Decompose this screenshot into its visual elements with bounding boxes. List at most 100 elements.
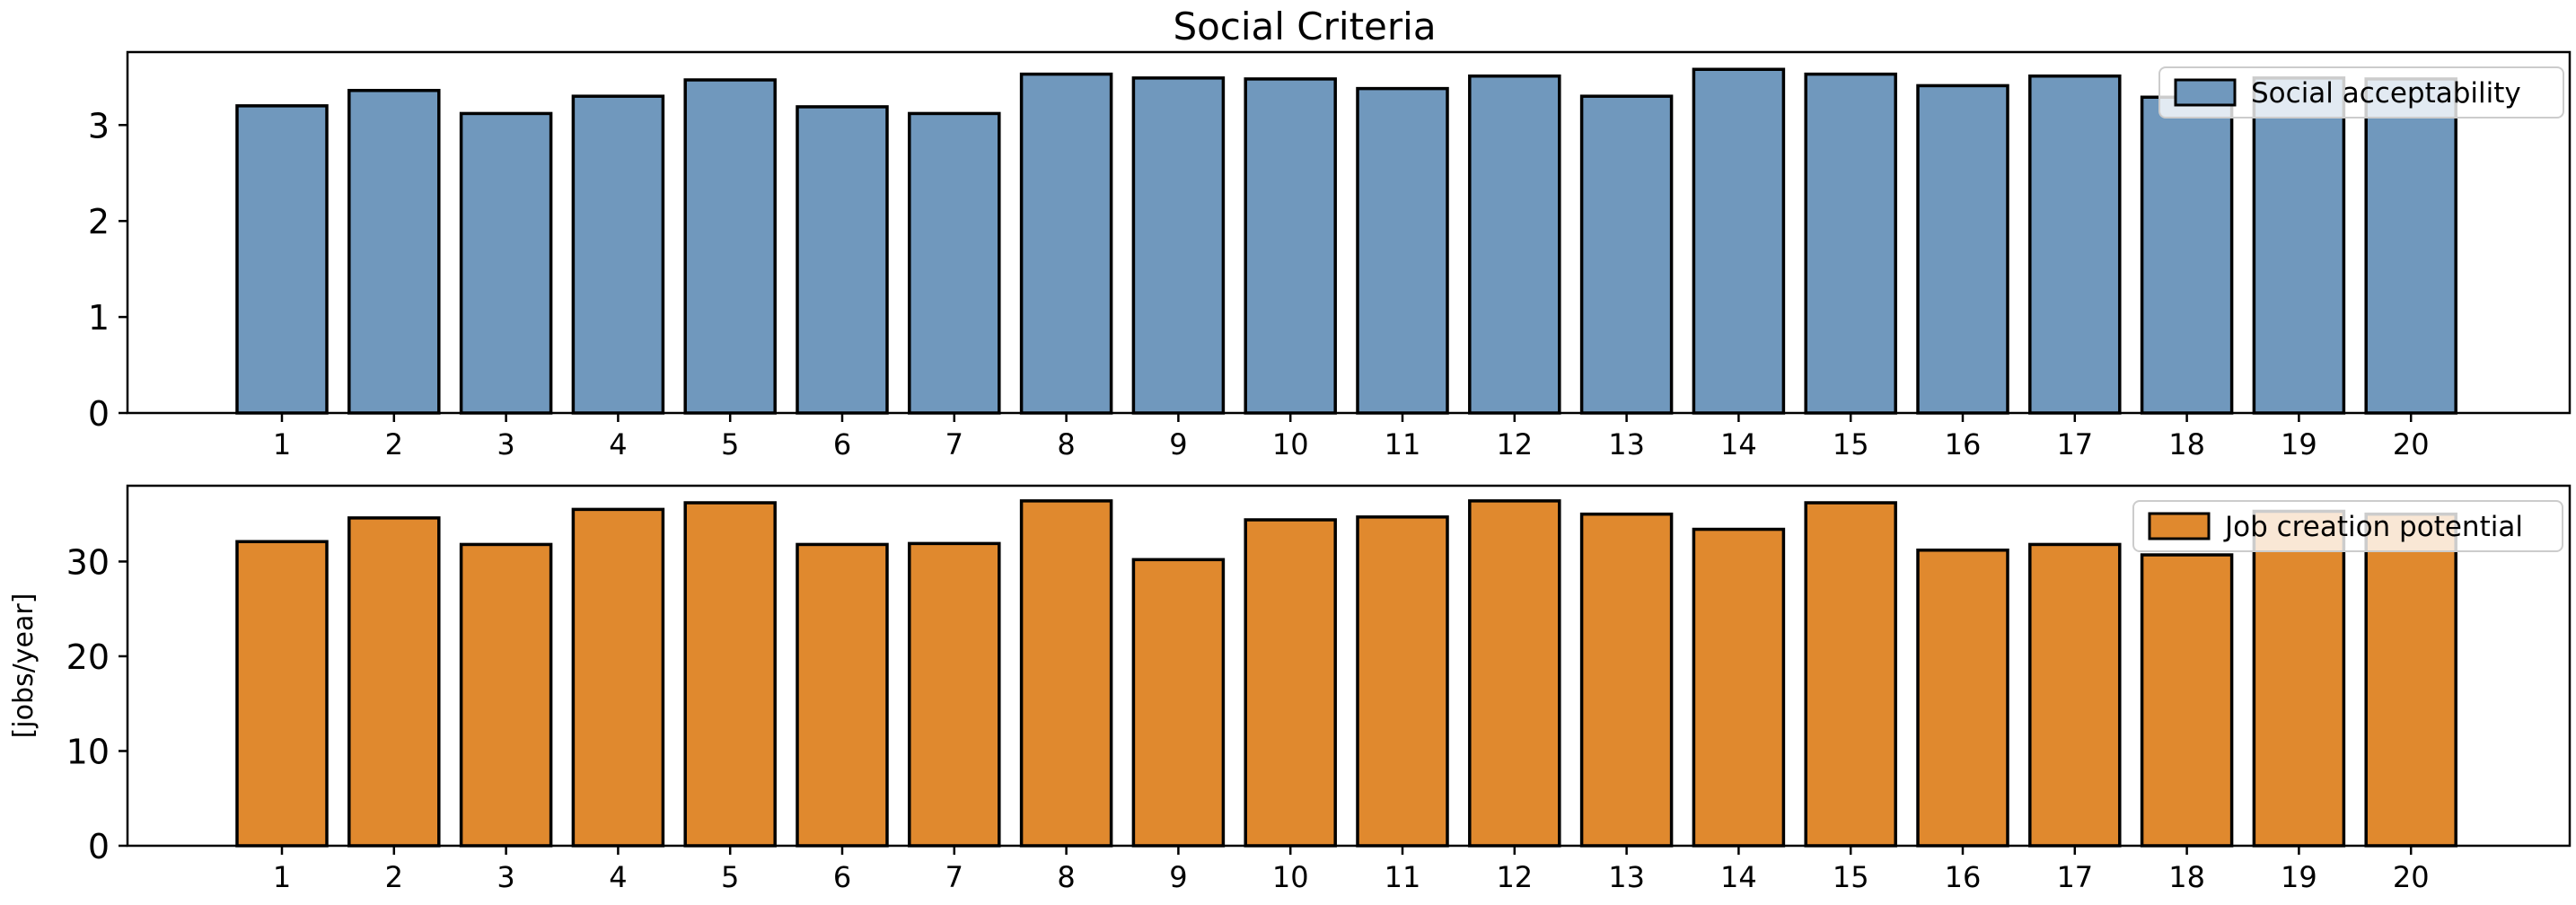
bar-jobs-16 — [1916, 549, 2009, 848]
bar-social-16 — [1916, 83, 2009, 415]
x-tick-label-jobs-7: 7 — [945, 860, 963, 894]
y-tick-label-social-2: 2 — [88, 202, 110, 242]
x-tick-label-social-1: 1 — [273, 427, 291, 461]
bar-jobs-3 — [459, 542, 553, 848]
bar-social-1 — [235, 104, 329, 415]
bar-jobs-7 — [908, 541, 1001, 848]
bar-jobs-6 — [796, 542, 889, 848]
x-tick-label-jobs-2: 2 — [385, 860, 403, 894]
chart-title: Social Criteria — [1173, 4, 1436, 48]
x-tick-label-social-17: 17 — [2056, 427, 2093, 461]
bar-jobs-14 — [1692, 527, 1786, 848]
bar-social-17 — [2028, 74, 2122, 415]
bar-social-8 — [1019, 72, 1113, 415]
bar-social-15 — [1804, 72, 1897, 415]
x-tick-label-social-8: 8 — [1057, 427, 1075, 461]
x-tick-label-jobs-6: 6 — [833, 860, 851, 894]
x-tick-label-social-4: 4 — [609, 427, 627, 461]
bar-social-2 — [347, 89, 441, 415]
bar-jobs-4 — [571, 507, 665, 848]
x-tick-label-jobs-10: 10 — [1272, 860, 1309, 894]
x-tick-label-social-18: 18 — [2168, 427, 2205, 461]
bar-social-12 — [1468, 74, 1561, 415]
bar-social-11 — [1356, 86, 1449, 415]
x-tick-label-jobs-14: 14 — [1720, 860, 1757, 894]
y-tick-label-social-1: 1 — [88, 298, 110, 338]
x-tick-label-social-7: 7 — [945, 427, 963, 461]
y-tick-label-jobs-30: 30 — [66, 542, 110, 582]
x-tick-label-jobs-18: 18 — [2168, 860, 2205, 894]
x-tick-label-social-5: 5 — [721, 427, 739, 461]
y-axis-label-jobs: [jobs/year] — [8, 593, 40, 739]
bar-social-10 — [1244, 77, 1337, 415]
bar-social-9 — [1131, 76, 1226, 415]
bar-jobs-10 — [1244, 518, 1337, 848]
x-tick-label-jobs-16: 16 — [1945, 860, 1982, 894]
bar-social-14 — [1692, 67, 1786, 415]
bar-jobs-18 — [2140, 553, 2234, 848]
x-tick-label-jobs-11: 11 — [1385, 860, 1421, 894]
legend-box-social — [2158, 66, 2564, 119]
x-tick-label-jobs-3: 3 — [497, 860, 514, 894]
x-tick-label-jobs-9: 9 — [1169, 860, 1187, 894]
x-tick-label-jobs-13: 13 — [1608, 860, 1645, 894]
x-tick-label-social-19: 19 — [2281, 427, 2317, 461]
x-tick-label-social-3: 3 — [497, 427, 514, 461]
legend-box-jobs — [2132, 500, 2563, 552]
bar-social-13 — [1579, 94, 1674, 415]
bar-social-3 — [459, 111, 553, 415]
x-tick-label-jobs-4: 4 — [609, 860, 627, 894]
y-tick-label-jobs-0: 0 — [88, 827, 110, 866]
x-tick-label-social-15: 15 — [1833, 427, 1869, 461]
axes-frame-jobs — [126, 484, 2572, 848]
x-tick-label-jobs-1: 1 — [273, 860, 291, 894]
x-tick-label-social-13: 13 — [1608, 427, 1645, 461]
y-tick-label-jobs-10: 10 — [66, 732, 110, 771]
bar-social-18 — [2140, 95, 2234, 415]
bar-jobs-15 — [1804, 501, 1897, 848]
y-tick-label-jobs-20: 20 — [66, 637, 110, 677]
x-tick-label-social-20: 20 — [2393, 427, 2430, 461]
x-tick-label-social-11: 11 — [1385, 427, 1421, 461]
x-tick-label-social-6: 6 — [833, 427, 851, 461]
bar-social-5 — [683, 78, 777, 415]
x-tick-label-jobs-15: 15 — [1833, 860, 1869, 894]
x-tick-label-jobs-5: 5 — [721, 860, 739, 894]
y-tick-label-social-0: 0 — [88, 394, 110, 434]
legend-swatch-social — [2174, 78, 2237, 107]
x-tick-label-jobs-17: 17 — [2056, 860, 2093, 894]
legend-label-social: Social acceptability — [2251, 77, 2521, 110]
bar-jobs-19 — [2252, 509, 2346, 848]
x-tick-label-social-16: 16 — [1945, 427, 1982, 461]
bar-jobs-8 — [1019, 499, 1113, 848]
bar-jobs-20 — [2364, 512, 2457, 848]
x-tick-label-social-14: 14 — [1720, 427, 1757, 461]
bar-jobs-9 — [1131, 558, 1226, 848]
bar-jobs-2 — [347, 516, 441, 848]
bar-jobs-5 — [683, 501, 777, 848]
bar-social-6 — [796, 105, 889, 415]
x-tick-label-social-12: 12 — [1496, 427, 1533, 461]
x-tick-label-jobs-20: 20 — [2393, 860, 2430, 894]
bar-social-7 — [908, 111, 1001, 415]
x-tick-label-jobs-12: 12 — [1496, 860, 1533, 894]
axes-frame-social — [126, 50, 2572, 415]
bar-jobs-12 — [1468, 499, 1561, 848]
legend-label-jobs: Job creation potential — [2223, 511, 2523, 543]
bar-social-4 — [571, 94, 665, 415]
bar-jobs-13 — [1579, 512, 1674, 848]
legend-swatch-jobs — [2148, 512, 2211, 540]
bar-social-20 — [2364, 77, 2457, 415]
x-tick-label-jobs-19: 19 — [2281, 860, 2317, 894]
x-tick-label-jobs-8: 8 — [1057, 860, 1075, 894]
x-tick-label-social-9: 9 — [1169, 427, 1187, 461]
bar-jobs-11 — [1356, 515, 1449, 848]
bar-jobs-1 — [235, 540, 329, 848]
y-tick-label-social-3: 3 — [88, 106, 110, 145]
bar-jobs-17 — [2028, 542, 2122, 848]
bar-social-19 — [2252, 76, 2346, 415]
